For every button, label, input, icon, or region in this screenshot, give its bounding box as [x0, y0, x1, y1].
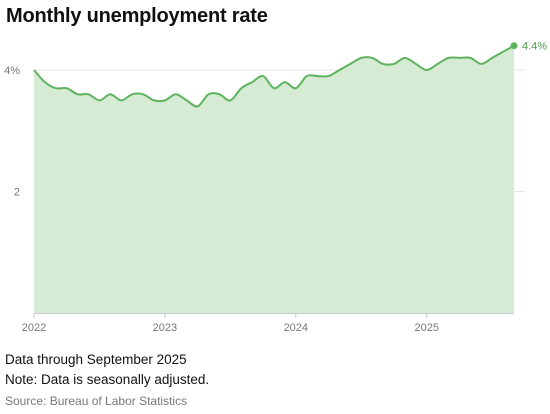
- unemployment-chart: 2 4% 2022 2023 2024 2025 4.4%: [4, 41, 547, 334]
- x-tick-label: 2025: [414, 322, 438, 334]
- y-tick-label: 4%: [4, 65, 20, 77]
- end-point-marker: [510, 42, 518, 50]
- x-tick-label: 2024: [284, 322, 308, 334]
- source-note: Source: Bureau of Labor Statistics: [5, 394, 188, 408]
- y-tick-label: 2: [14, 187, 20, 199]
- y-tick-labels: 2 4%: [4, 65, 20, 199]
- x-tick-label: 2023: [153, 322, 177, 334]
- end-value-label: 4.4%: [522, 41, 547, 53]
- seasonal-adjustment-note: Note: Data is seasonally adjusted.: [5, 372, 210, 387]
- chart-title: Monthly unemployment rate: [6, 5, 268, 27]
- x-tick-labels: 2022 2023 2024 2025: [22, 313, 439, 334]
- series-line: [33, 44, 515, 108]
- data-through-note: Data through September 2025: [5, 352, 187, 367]
- area-fill: [34, 45, 514, 313]
- x-tick-label: 2022: [22, 322, 46, 334]
